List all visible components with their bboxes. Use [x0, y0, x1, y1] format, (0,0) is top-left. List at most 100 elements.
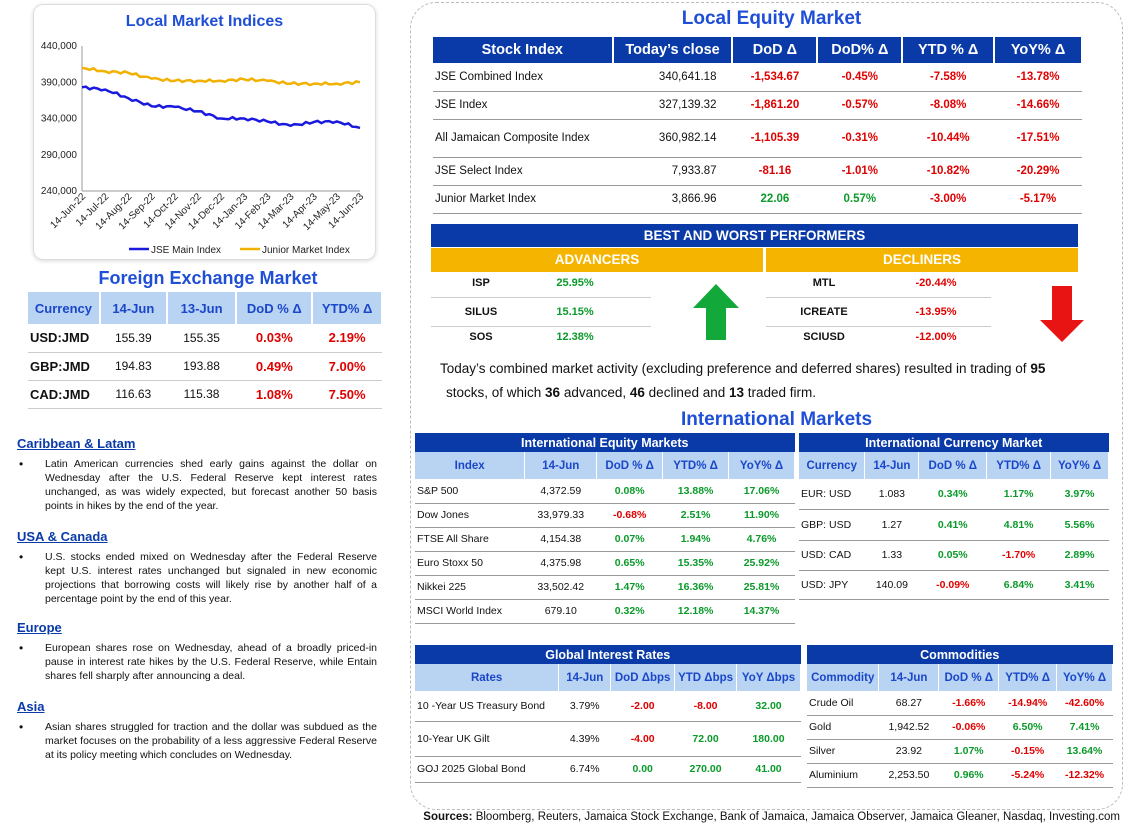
fx-row: GBP:JMD 194.83 193.88 0.49% 7.00% [28, 352, 382, 381]
decliner-symbol: SCIUSD [803, 331, 845, 343]
index-yoy: -20.29% [994, 157, 1082, 186]
summary-traded-count: 95 [1030, 361, 1046, 376]
news-caribbean: Caribbean & Latam Latin American currenc… [17, 436, 377, 513]
summary-text: declined and [644, 385, 729, 400]
fx-col-currency: Currency [28, 292, 101, 324]
equity-row: MSCI World Index 679.10 0.32% 12.18% 14.37% [415, 599, 795, 624]
summary-declined-count: 46 [629, 385, 645, 400]
commodities-row: Aluminium 2,253.50 0.96% -5.24% -12.32% [807, 763, 1113, 788]
fx-row: USD:JMD 155.39 155.35 0.03% 2.19% [28, 324, 382, 353]
equity-change: 17.06% [728, 479, 795, 504]
legend-label: JSE Main Index [151, 245, 221, 256]
index-ytd: -8.08% [902, 91, 995, 120]
commodities-row: Silver 23.92 1.07% -0.15% 13.64% [807, 739, 1113, 764]
index-close: 3,866.96 [612, 185, 733, 214]
commodities-name: Crude Oil [807, 691, 879, 716]
currency-change: 3.97% [1050, 479, 1109, 510]
sources-line: Sources: Bloomberg, Reuters, Jamaica Sto… [420, 811, 1120, 823]
intl-equity-col: 14-Jun [524, 452, 598, 479]
commodities-change: -5.24% [998, 763, 1057, 788]
intl-equity-table: International Equity Markets Index 14-Ju… [415, 433, 795, 624]
intl-equity-body: S&P 500 4,372.59 0.08% 13.88% 17.06% Dow Jone… [415, 479, 795, 624]
currency-change: 0.05% [918, 540, 987, 571]
interest-rates-table: Global Interest Rates Rates 14-Jun DoD Δ… [415, 645, 801, 783]
index-dod: -1,105.39 [732, 119, 818, 158]
index-dod: -1,534.67 [732, 63, 818, 92]
equity-change: 0.32% [596, 599, 663, 624]
index-ytd: -10.82% [902, 157, 995, 186]
index-dod: 22.06 [732, 185, 818, 214]
local-equity-body: JSE Combined Index 340,641.18 -1,534.67 -0.… [433, 63, 1082, 214]
currency-change: 0.41% [918, 509, 987, 541]
y-tick-label: 440,000 [41, 41, 78, 52]
equity-value: 4,375.98 [524, 551, 597, 576]
local-equity-row: Junior Market Index 3,866.96 22.06 0.57% -3.… [433, 185, 1082, 214]
local-equity-row: JSE Select Index 7,933.87 -81.16 -1.01% -10.… [433, 157, 1082, 186]
index-yoy: -14.66% [994, 91, 1082, 120]
decliner-change: -20.44% [915, 277, 957, 289]
equity-change: 13.88% [662, 479, 729, 504]
index-close: 360,982.14 [612, 119, 733, 158]
row-divider [431, 297, 651, 298]
index-dod: -1,861.20 [732, 91, 818, 120]
y-tick-label: 390,000 [41, 77, 78, 88]
fx-col-prev: 13-Jun [166, 292, 238, 324]
equity-name: Nikkei 225 [415, 575, 525, 600]
commodities-change: 13.64% [1056, 739, 1113, 764]
index-yoy: -17.51% [994, 119, 1082, 158]
currency-value: 1.083 [864, 479, 919, 510]
local-equity-title: Local Equity Market [681, 8, 862, 29]
equity-change: 25.92% [728, 551, 795, 576]
advancer-symbol: SILUS [464, 306, 498, 318]
equity-change: 2.51% [662, 503, 729, 528]
rates-value: 4.39% [558, 721, 611, 757]
equity-row: Euro Stoxx 50 4,375.98 0.65% 15.35% 25.92% [415, 551, 795, 576]
local-market-indices-chart: 440,000390,000340,000290,000240,00014-Ju… [41, 41, 367, 256]
commodities-row: Crude Oil 68.27 -1.66% -14.94% -42.60% [807, 691, 1113, 716]
currency-row: GBP: USD 1.27 0.41% 4.81% 5.56% [799, 509, 1109, 541]
equity-name: S&P 500 [415, 479, 525, 504]
index-close: 327,139.32 [612, 91, 733, 120]
currency-change: 1.17% [986, 479, 1051, 510]
series-line-jse-main [81, 85, 361, 130]
local-equity-row: JSE Index 327,139.32 -1,861.20 -0.57% -8.08%… [433, 91, 1082, 120]
y-tick-label: 340,000 [41, 114, 78, 125]
equity-name: FTSE All Share [415, 527, 525, 552]
intl-equity-col: YoY% Δ [728, 452, 795, 479]
row-divider [766, 326, 991, 327]
commodities-name: Silver [807, 739, 879, 764]
index-ytd: -7.58% [902, 63, 995, 92]
currency-value: 1.27 [864, 509, 919, 541]
commodities-name: Gold [807, 715, 879, 740]
advancer-change: 25.95% [556, 277, 594, 289]
advancer-symbol: ISP [472, 277, 490, 289]
commodities-change: -0.15% [998, 739, 1057, 764]
commodities-table: Commodities Commodity 14-Jun DoD % Δ YTD… [807, 645, 1113, 788]
currency-change: 0.34% [918, 479, 987, 510]
intl-equity-col: Index [415, 452, 526, 479]
market-summary: Today’s combined market activity (exclud… [440, 357, 1090, 405]
equity-value: 4,372.59 [524, 479, 597, 504]
index-yoy: -5.17% [994, 185, 1082, 214]
index-yoy: -13.78% [994, 63, 1082, 92]
rates-change: -2.00 [610, 691, 675, 722]
rates-change: 72.00 [674, 721, 737, 757]
fx-currency: GBP:JMD [28, 352, 100, 381]
series-line-junior [81, 66, 361, 87]
rates-name: 10-Year UK Gilt [415, 721, 559, 757]
currency-row: EUR: USD 1.083 0.34% 1.17% 3.97% [799, 479, 1109, 510]
equity-change: 16.36% [662, 575, 729, 600]
fx-prev-rate: 155.35 [166, 324, 237, 353]
interest-rates-title: Global Interest Rates [545, 647, 671, 662]
interest-rates-body: 10 -Year US Treasury Bond 3.79% -2.00 -8.00… [415, 691, 801, 783]
currency-change: -0.09% [918, 570, 987, 600]
index-ytd: -10.44% [902, 119, 995, 158]
currency-name: EUR: USD [799, 479, 865, 510]
intl-equity-title: International Equity Markets [521, 435, 689, 450]
interest-rates-col: Rates [415, 664, 560, 691]
intl-currency-col: YoY% Δ [1050, 452, 1109, 479]
commodities-value: 23.92 [878, 739, 939, 764]
local-market-indices-panel: Local Market Indices 440,000 390,000 340,0… [33, 4, 376, 260]
equity-change: -0.68% [596, 503, 663, 528]
rates-row: GOJ 2025 Global Bond 6.74% 0.00 270.00 41.00 [415, 756, 801, 783]
